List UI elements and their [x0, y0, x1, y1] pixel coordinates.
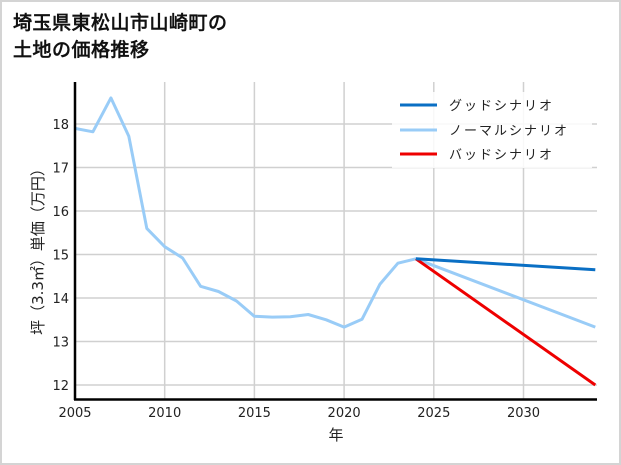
x-tick: 2015: [238, 406, 271, 421]
y-tick: 13: [52, 336, 69, 351]
x-tick-labels: 2005 2010 2015 2020 2025 2030: [58, 406, 540, 421]
y-tick: 17: [52, 162, 69, 177]
legend-item-good: グッドシナリオ: [400, 99, 554, 114]
chart-title-line1: 埼玉県東松山市山崎町の: [13, 12, 228, 34]
y-tick: 15: [52, 249, 69, 264]
chart-title-line2: 土地の価格推移: [13, 39, 150, 61]
x-axis-label: 年: [328, 426, 343, 444]
series-good-line: [415, 257, 596, 272]
x-tick: 2010: [148, 406, 181, 421]
legend-label-bad: バッドシナリオ: [449, 148, 554, 163]
legend-label-normal: ノーマルシナリオ: [449, 124, 569, 139]
x-tick: 2005: [58, 406, 91, 421]
series-bad-line: [415, 257, 597, 387]
y-tick: 14: [52, 292, 69, 307]
series-normal-line: [74, 96, 596, 329]
y-tick: 16: [52, 205, 69, 220]
data-series: [74, 96, 597, 387]
y-tick-labels: 12 13 14 15 16 17 18: [52, 118, 69, 394]
y-tick: 18: [52, 118, 69, 133]
x-tick: 2030: [507, 406, 540, 421]
y-axis-label: 坪（3.3㎡）単価（万円）: [29, 161, 47, 335]
x-tick: 2020: [328, 406, 361, 421]
legend-label-good: グッドシナリオ: [449, 99, 554, 114]
legend-item-bad: バッドシナリオ: [400, 148, 554, 163]
x-tick: 2025: [417, 406, 450, 421]
legend-item-normal: ノーマルシナリオ: [400, 124, 569, 139]
y-tick: 12: [52, 379, 69, 394]
axes: [73, 82, 597, 401]
chart-title: 埼玉県東松山市山崎町の 土地の価格推移: [13, 10, 228, 64]
legend: グッドシナリオ ノーマルシナリオ バッドシナリオ: [392, 92, 592, 168]
